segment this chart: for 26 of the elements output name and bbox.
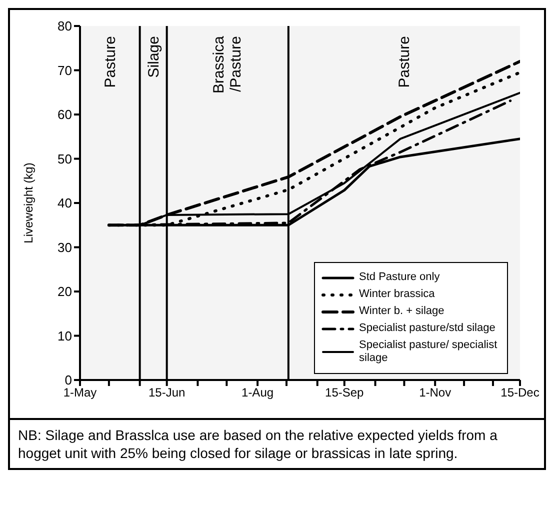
y-tick-label: 0: [64, 372, 72, 388]
x-tick-label: 15-Jun: [148, 386, 186, 400]
y-tick-label: 50: [58, 151, 72, 166]
y-tick-label: 70: [58, 62, 72, 78]
legend-label: Specialist pasture/ specialist silage: [359, 339, 498, 365]
legend-label: Winter brassica: [359, 288, 435, 301]
band-label: Pasture: [102, 36, 119, 88]
x-tick-label: 15-Dec: [500, 386, 540, 400]
text: NB: Silage and Brasslca use are based on the relative expected yields from a hogget unit with 25% being closed for silage or brassicas in late spring.: [18, 426, 498, 462]
band-label: Silage: [145, 36, 162, 78]
x-tick-label: 15-Sep: [325, 386, 364, 400]
y-tick-label: 80: [58, 18, 72, 34]
x-tick-label: 1-Aug: [242, 386, 274, 400]
legend-label: Specialist pasture/std silage: [359, 322, 496, 335]
band-label: Pasture: [396, 36, 414, 88]
band-label: Brassica /Pasture: [210, 35, 245, 94]
legend-label: Winter b. + silage: [359, 305, 444, 318]
x-tick-label: 1-Nov: [419, 386, 452, 400]
y-tick-label: 60: [58, 107, 72, 122]
legend-label: Std Pasture only: [359, 271, 440, 284]
y-tick-label: 10: [58, 328, 72, 344]
y-tick-label: 20: [58, 284, 72, 300]
y-axis-title: Liveweight (kg): [21, 162, 36, 244]
y-tick-label: 30: [58, 240, 72, 255]
y-tick-label: 40: [58, 196, 72, 211]
x-tick-label: 1-May: [63, 386, 97, 400]
